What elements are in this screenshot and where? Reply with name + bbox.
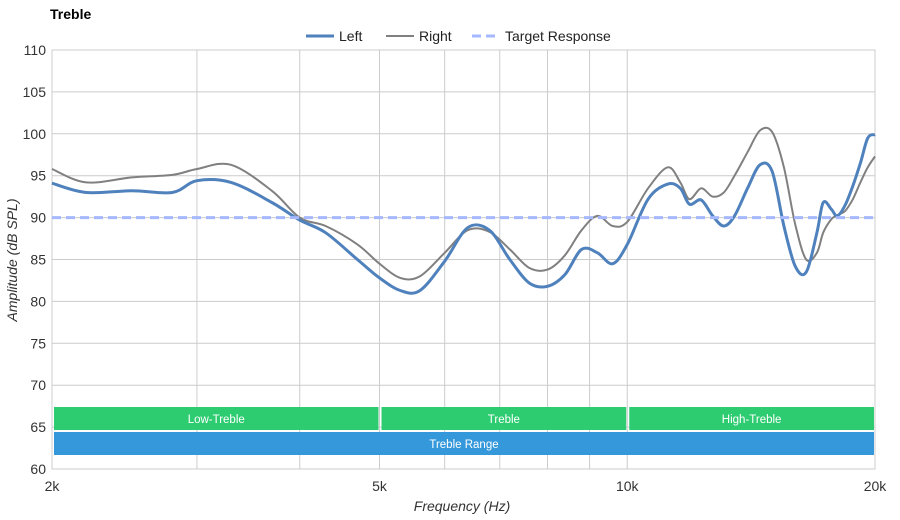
series-line-right: [51, 126, 876, 281]
y-tick-label: 100: [23, 126, 47, 142]
series-lines: [51, 126, 876, 295]
y-tick-label: 75: [30, 335, 46, 351]
y-tick-label: 90: [30, 210, 46, 226]
y-axis-label: Amplitude (dB SPL): [4, 199, 20, 323]
band-low-treble: [54, 407, 379, 430]
band-label: Low-Treble: [188, 414, 245, 426]
legend: Left Right Target Response: [306, 28, 611, 44]
y-tick-label: 110: [24, 42, 47, 58]
grid: [51, 49, 876, 470]
band-treble: [381, 407, 627, 430]
y-tick-label: 60: [30, 461, 46, 477]
legend-label: Target Response: [505, 28, 611, 44]
chart-title: Treble: [50, 6, 91, 22]
y-tick-label: 95: [30, 168, 46, 184]
y-tick-label: 70: [30, 377, 46, 393]
x-axis-label: Frequency (Hz): [414, 498, 510, 514]
band-label: Treble Range: [429, 439, 498, 451]
frequency-bands: Low-Treble Treble High-Treble Treble Range: [54, 407, 874, 455]
series-line-left: [51, 133, 876, 295]
x-tick-label: 20k: [864, 478, 888, 494]
y-tick-label: 65: [30, 419, 46, 435]
axes: 60 65 70 75 80 85 90 95 100 105 110 2k 5k 10k 20k: [23, 42, 888, 494]
y-tick-label: 105: [23, 84, 47, 100]
y-tick-label: 85: [30, 252, 46, 268]
legend-label: Right: [419, 28, 452, 44]
x-tick-label: 10k: [616, 478, 640, 494]
band-high-treble: [629, 407, 874, 430]
legend-label: Left: [339, 28, 362, 44]
x-tick-label: 2k: [45, 478, 61, 494]
y-tick-label: 80: [30, 293, 46, 309]
band-label: High-Treble: [722, 414, 782, 426]
x-tick-label: 5k: [372, 478, 388, 494]
band-label: Treble: [488, 414, 520, 426]
band-treble-range: [54, 432, 874, 455]
